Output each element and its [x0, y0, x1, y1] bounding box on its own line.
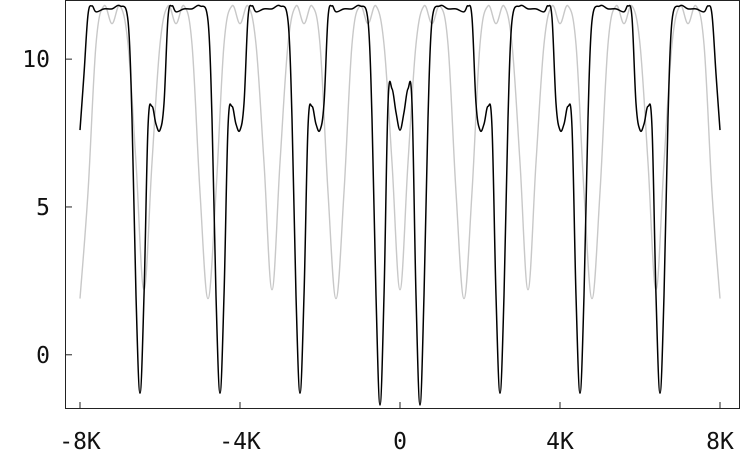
axis-layer: -8K -4K 0 4K 8K 0 5 10 — [22, 47, 734, 455]
y-tick-label: 10 — [22, 47, 50, 73]
x-tick-label: -4K — [219, 429, 261, 455]
x-tick-label: 4K — [546, 429, 574, 455]
series-layer — [79, 4, 721, 406]
x-tick-label: 0 — [393, 429, 407, 455]
y-tick-label: 0 — [36, 343, 50, 369]
x-tick-label: 8K — [706, 429, 734, 455]
y-tick-label: 5 — [36, 195, 50, 221]
series-line-2 — [79, 4, 721, 406]
x-tick-label: -8K — [59, 429, 101, 455]
series-line-1 — [79, 4, 721, 300]
